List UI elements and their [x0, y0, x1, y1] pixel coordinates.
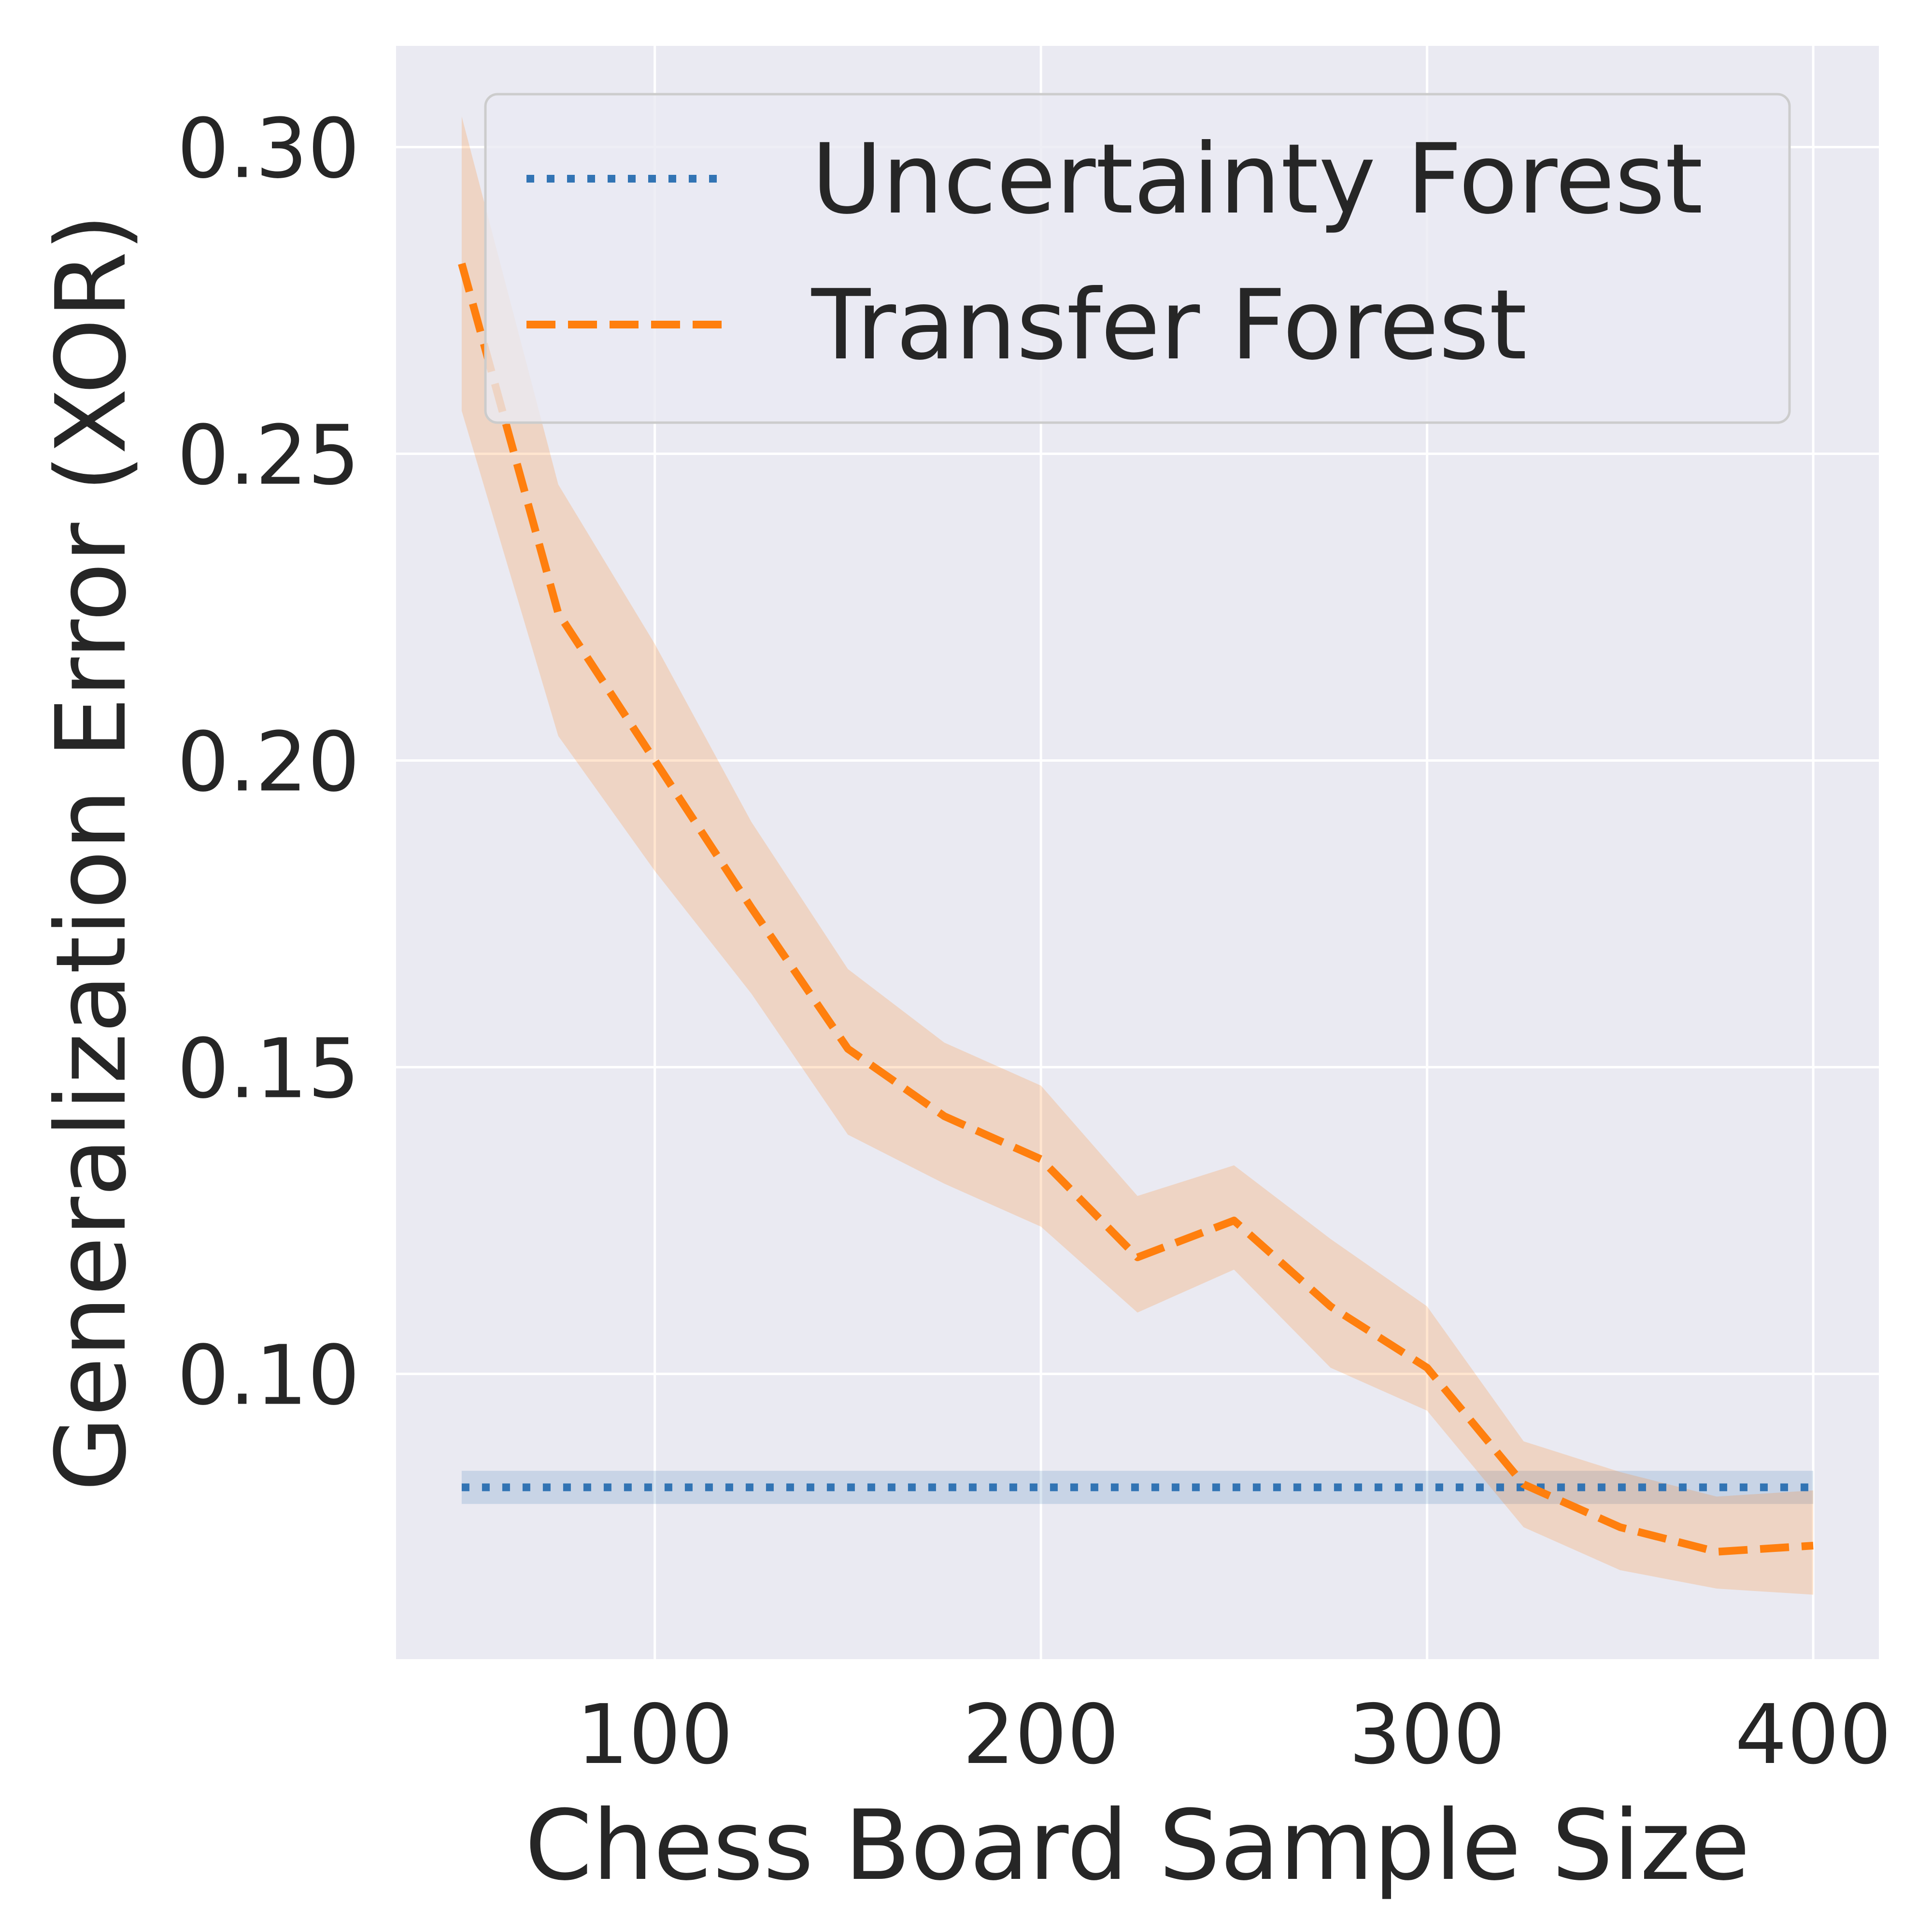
x-tick-label: 200: [963, 1687, 1119, 1783]
y-tick-label: 0.10: [177, 1328, 360, 1423]
legend-box: [484, 93, 1791, 424]
y-tick-label: 0.30: [177, 101, 360, 197]
y-tick-labels: 0.10 0.15 0.20 0.25 0.30: [177, 101, 360, 1424]
legend-label-uncertainty-forest: Uncertainty Forest: [811, 123, 1703, 236]
legend: Uncertainty Forest Transfer Forest: [484, 93, 1791, 424]
y-tick-label: 0.15: [177, 1021, 360, 1117]
x-tick-label: 100: [576, 1687, 733, 1783]
band-transfer-forest: [461, 116, 1814, 1595]
legend-label-transfer-forest: Transfer Forest: [811, 269, 1527, 382]
x-tick-label: 300: [1349, 1687, 1505, 1783]
x-tick-label: 400: [1735, 1687, 1891, 1783]
y-axis-label: Generalization Error (XOR): [35, 213, 148, 1492]
line-transfer-forest: [458, 262, 1814, 1556]
x-axis-label: Chess Board Sample Size: [525, 1790, 1750, 1902]
series-lines: [458, 262, 1814, 1556]
y-tick-label: 0.20: [177, 715, 360, 810]
y-tick-label: 0.25: [177, 408, 360, 504]
x-tick-labels: 100 200 300 400: [576, 1687, 1891, 1783]
